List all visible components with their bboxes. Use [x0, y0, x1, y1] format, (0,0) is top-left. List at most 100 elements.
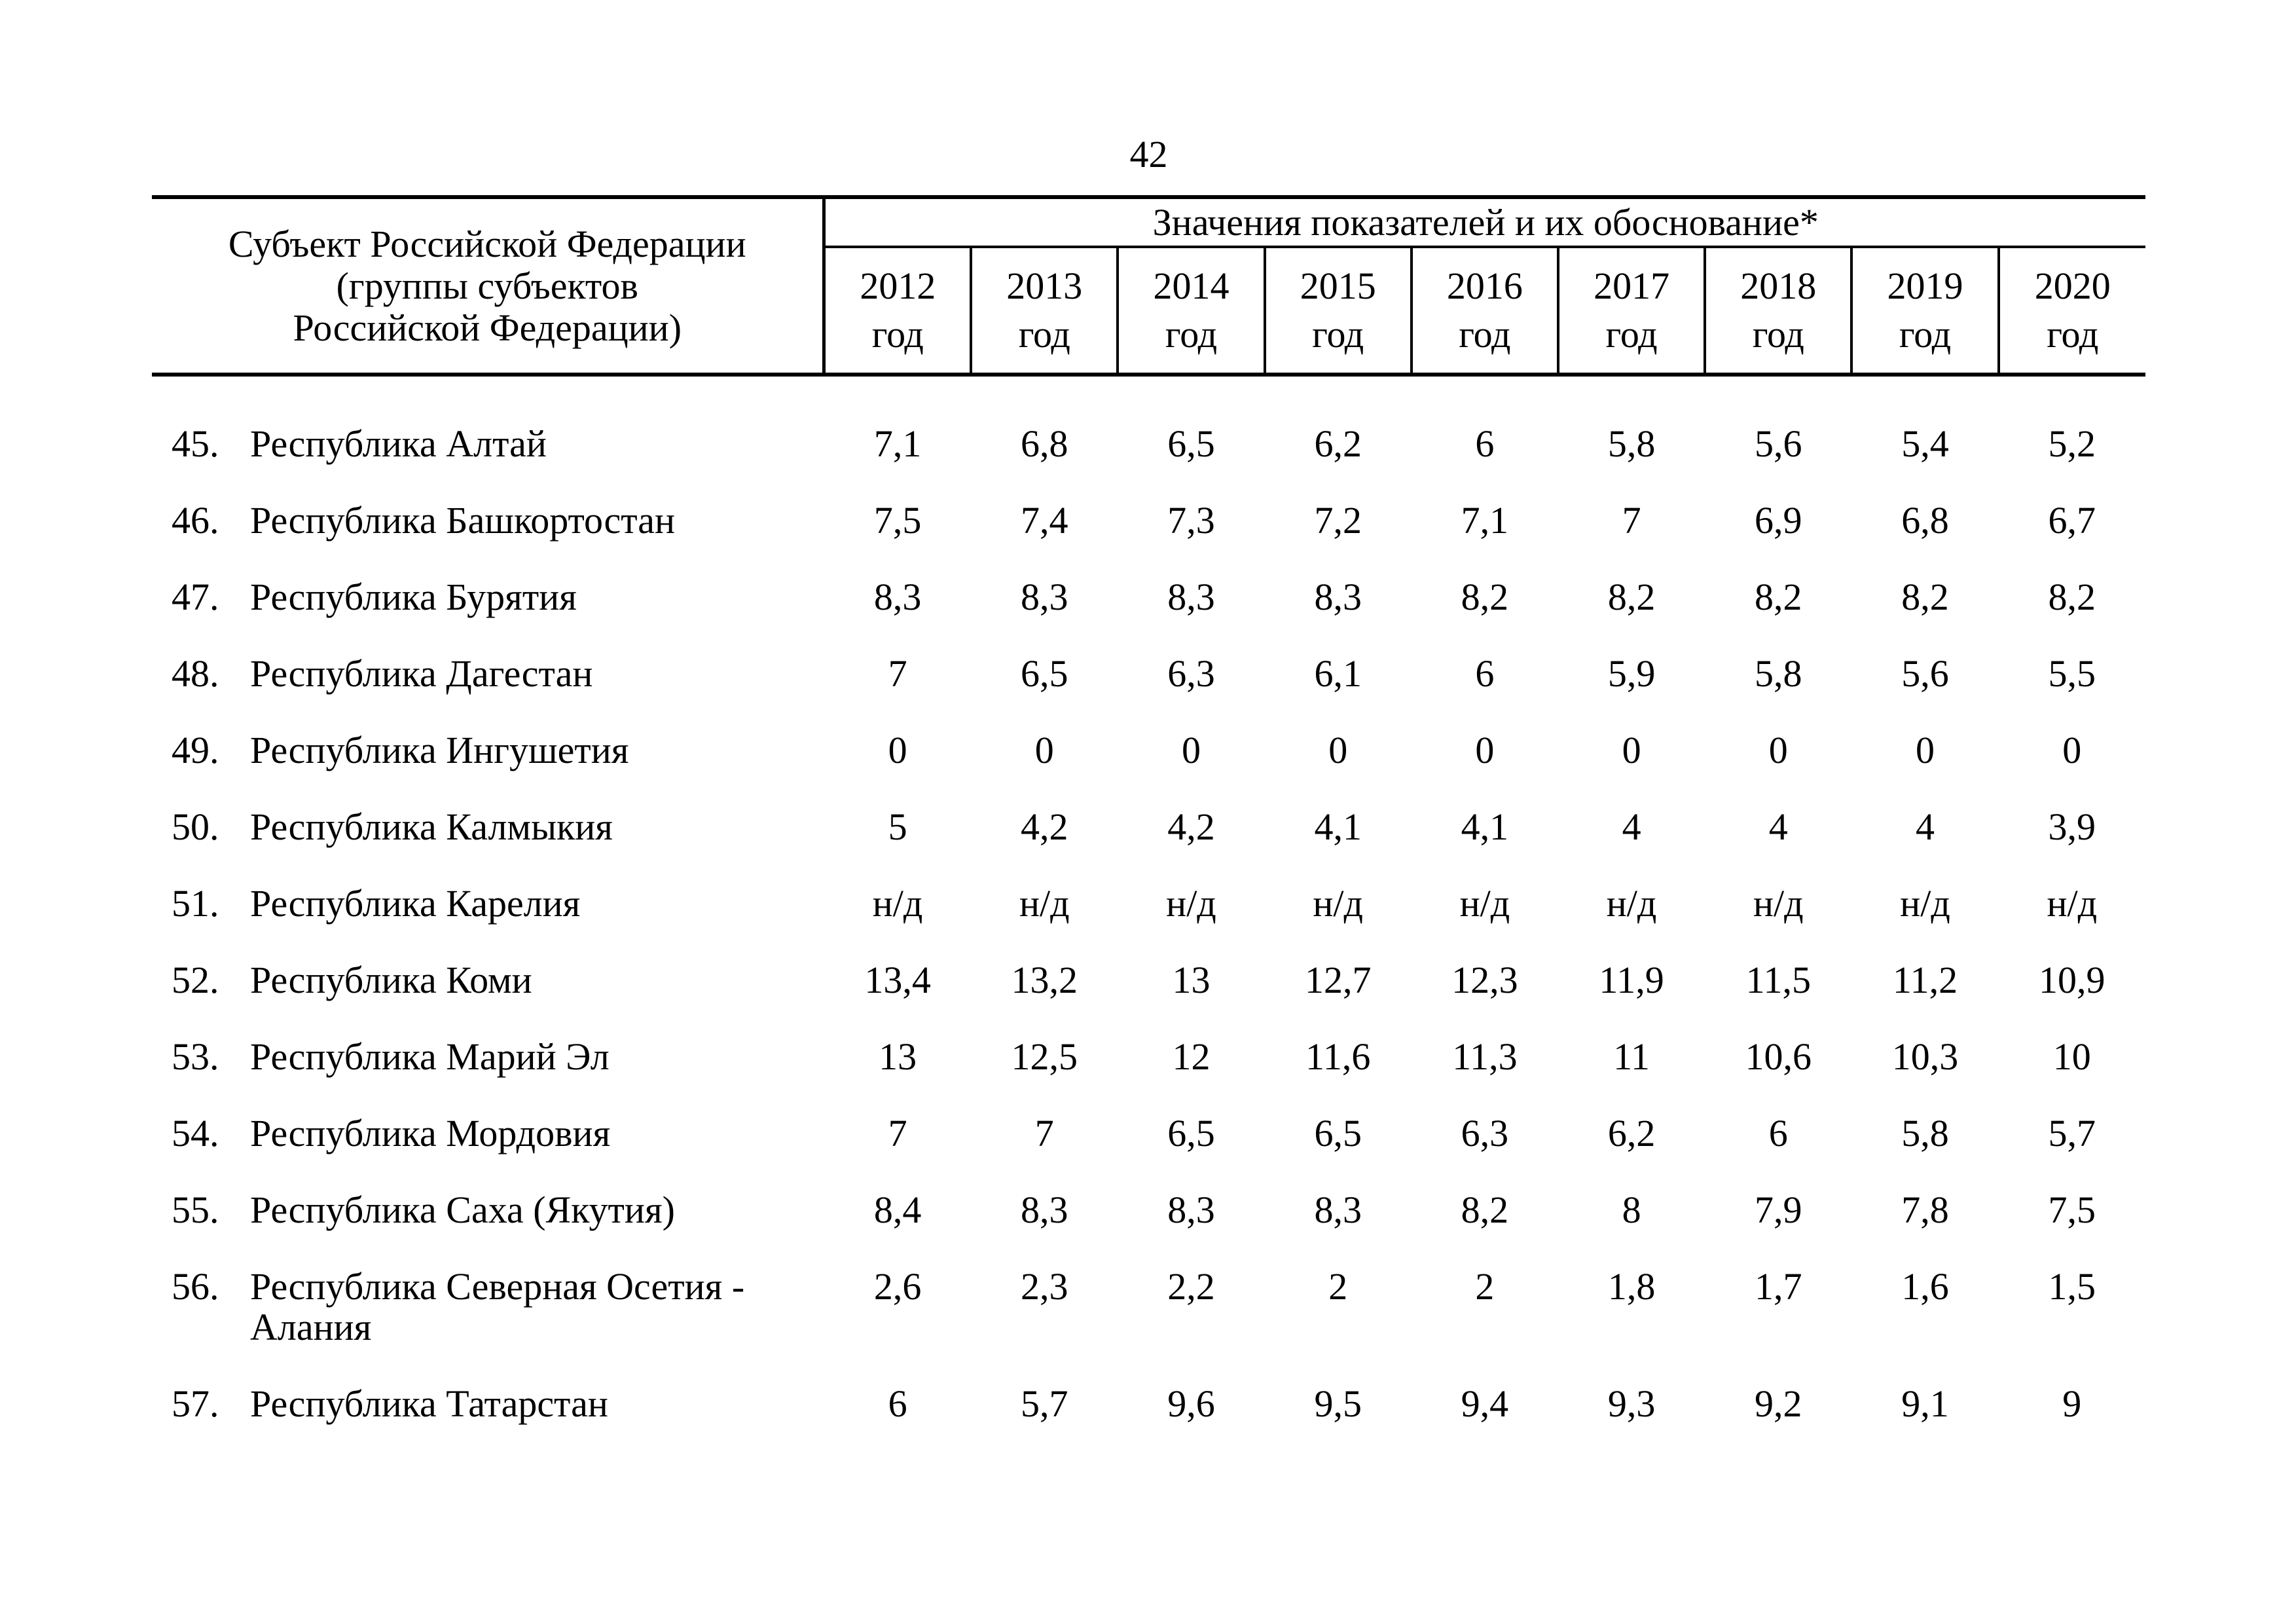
value-cell: 6,9 [1755, 499, 1802, 542]
value-cell: 12 [1172, 1035, 1211, 1078]
subject-cell: 52. Республика Коми [152, 942, 824, 1019]
value-cell: 9,4 [1461, 1382, 1509, 1425]
value-cell: 6,5 [1167, 1112, 1215, 1154]
value-cell: 9,5 [1314, 1382, 1362, 1425]
value-cell: 7,1 [873, 422, 922, 465]
table-row: 53. Республика Марий Эл 13 12,5 12 11,6 1… [152, 1019, 2145, 1096]
table-row: 56. Республика Северная Осетия - Алания 2… [152, 1249, 2145, 1366]
value-cell: 7,1 [1461, 499, 1509, 542]
value-cell: 1,7 [1755, 1265, 1802, 1308]
value-cell: н/д [872, 882, 923, 925]
value-cell: 8,3 [1314, 1189, 1362, 1231]
subject-cell: 56. Республика Северная Осетия - Алания [152, 1249, 824, 1366]
value-cell: 7,9 [1755, 1189, 1802, 1231]
subject-name: Республика Северная Осетия - Алания [250, 1265, 745, 1348]
year-label: 2015 [1300, 265, 1376, 307]
value-cell: н/д [1166, 882, 1216, 925]
year-label: 2016 [1446, 265, 1523, 307]
value-cell: 5,5 [2048, 652, 2096, 695]
value-cell: 8,2 [1755, 576, 1802, 618]
value-cell: 9 [2062, 1382, 2082, 1425]
row-number: 56. [172, 1265, 219, 1308]
year-header-cell: 2013 год [970, 247, 1118, 377]
year-label: 2020 [2034, 265, 2111, 307]
value-cell: 5,8 [1755, 652, 1802, 695]
value-cell: 7,5 [2048, 1189, 2096, 1231]
value-cell: 2 [1328, 1265, 1348, 1308]
values-header-cell: Значения показателей и их обоснование* [824, 195, 2145, 248]
value-cell: 0 [2062, 729, 2082, 771]
value-cell: 5,6 [1755, 422, 1802, 465]
value-cell: 11,2 [1892, 959, 1958, 1001]
row-number: 45. [172, 422, 219, 465]
table-header: Субъект Российской Федерации (группы суб… [152, 195, 2145, 377]
value-cell: 6,3 [1461, 1112, 1509, 1154]
value-cell: 11 [1613, 1035, 1650, 1078]
year-word: год [1312, 313, 1364, 356]
value-cell: н/д [1753, 882, 1804, 925]
table-row: 57. Республика Татарстан 6 5,7 9,6 9,5 9,… [152, 1366, 2145, 1443]
value-cell: н/д [1606, 882, 1657, 925]
value-cell: н/д [1900, 882, 1950, 925]
value-cell: 3,9 [2048, 805, 2096, 848]
subject-cell: 47. Республика Бурятия [152, 559, 824, 636]
value-cell: 0 [1475, 729, 1495, 771]
value-cell: 9,3 [1607, 1382, 1656, 1425]
value-cell: 5,4 [1901, 422, 1949, 465]
table-row: 54. Республика Мордовия 7 7 6,5 6,5 6,3 6… [152, 1096, 2145, 1172]
value-cell: 5,8 [1607, 422, 1656, 465]
indicators-table: Субъект Российской Федерации (группы суб… [152, 195, 2145, 1443]
subject-name: Республика Алтай [250, 422, 547, 465]
row-number: 51. [172, 882, 219, 925]
value-cell: 1,5 [2048, 1265, 2096, 1308]
value-cell: 9,6 [1167, 1382, 1215, 1425]
value-cell: 8,2 [1461, 576, 1509, 618]
subject-header-cell: Субъект Российской Федерации (группы суб… [152, 195, 826, 377]
value-cell: 5,7 [1021, 1382, 1068, 1425]
value-cell: 7,2 [1314, 499, 1362, 542]
subject-name: Республика Коми [250, 959, 532, 1001]
value-cell: 4,1 [1314, 805, 1362, 848]
value-cell: 12,5 [1011, 1035, 1078, 1078]
value-cell: 1,6 [1901, 1265, 1949, 1308]
year-word: год [1899, 313, 1952, 356]
value-cell: 6,8 [1021, 422, 1068, 465]
table-row: 51. Республика Карелия н/д н/д н/д н/д н/… [152, 866, 2145, 942]
year-word: год [1018, 313, 1070, 356]
subject-name: Республика Мордовия [250, 1112, 611, 1154]
subject-header-line: (группы субъектов [336, 264, 638, 307]
value-cell: 5,6 [1901, 652, 1949, 695]
value-cell: 8,2 [2048, 576, 2096, 618]
value-cell: 2,3 [1021, 1265, 1068, 1308]
value-cell: 4,1 [1461, 805, 1509, 848]
year-word: год [1165, 313, 1218, 356]
page-number: 42 [1129, 133, 1168, 175]
value-cell: 8,3 [1021, 1189, 1068, 1231]
table-row: 47. Республика Бурятия 8,3 8,3 8,3 8,3 8,… [152, 559, 2145, 636]
subject-cell: 50. Республика Калмыкия [152, 789, 824, 866]
value-cell: 6,3 [1167, 652, 1215, 695]
table-body: 45. Республика Алтай 7,1 6,8 6,5 6,2 6 5,… [152, 375, 2145, 1443]
value-cell: 7 [1034, 1112, 1054, 1154]
table-row: 46. Республика Башкортостан 7,5 7,4 7,3 7… [152, 483, 2145, 559]
value-cell: н/д [2047, 882, 2098, 925]
subject-name: Республика Татарстан [250, 1382, 608, 1425]
subject-name: Республика Башкортостан [250, 499, 676, 542]
value-cell: 10 [2052, 1035, 2091, 1078]
year-header-cell: 2015 год [1263, 247, 1412, 377]
value-cell: 13 [879, 1035, 917, 1078]
row-number: 46. [172, 499, 219, 542]
subject-cell: 51. Республика Карелия [152, 866, 824, 942]
row-number: 52. [172, 959, 219, 1001]
value-cell: 13,2 [1011, 959, 1078, 1001]
row-number: 48. [172, 652, 219, 695]
value-cell: 9,2 [1755, 1382, 1802, 1425]
year-header-cell: 2017 год [1556, 247, 1705, 377]
year-header-cell: 2014 год [1116, 247, 1265, 377]
value-cell: 7,3 [1167, 499, 1215, 542]
value-cell: 8,2 [1901, 576, 1949, 618]
row-number: 50. [172, 805, 219, 848]
value-cell: 4,2 [1167, 805, 1215, 848]
value-cell: 8,4 [873, 1189, 922, 1231]
